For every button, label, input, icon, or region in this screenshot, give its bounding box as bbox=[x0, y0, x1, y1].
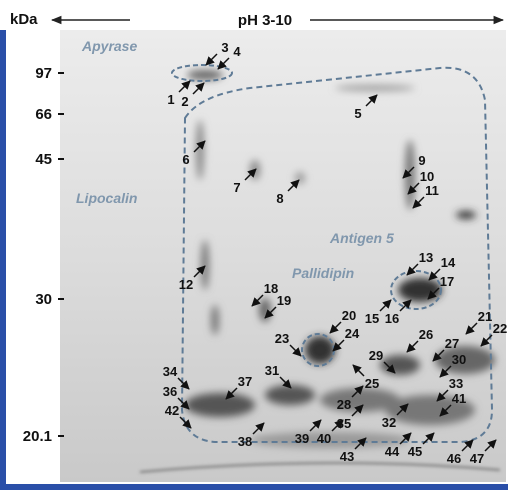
spot-label: 26 bbox=[419, 327, 433, 342]
spot-label: 9 bbox=[418, 153, 425, 168]
marker-label: 66 bbox=[35, 106, 52, 123]
spot-label: 38 bbox=[238, 434, 252, 449]
spot-label: 44 bbox=[385, 444, 400, 459]
spot-label: 13 bbox=[419, 250, 433, 265]
spot-label: 37 bbox=[238, 374, 252, 389]
spot-label: 24 bbox=[345, 326, 360, 341]
spot-label: 16 bbox=[385, 311, 399, 326]
spot-label: 10 bbox=[420, 169, 434, 184]
frame-bottom bbox=[0, 484, 508, 490]
ph-label: pH 3-10 bbox=[238, 12, 292, 29]
spot-label: 46 bbox=[447, 451, 461, 466]
spot-label: 14 bbox=[441, 255, 456, 270]
spot-label: 5 bbox=[354, 106, 361, 121]
unit-label: kDa bbox=[10, 11, 38, 28]
marker-label: 97 bbox=[35, 65, 52, 82]
spot-label: 36 bbox=[163, 384, 177, 399]
region-label: Pallidipin bbox=[292, 265, 354, 281]
spot-label: 30 bbox=[452, 352, 466, 367]
spot-label: 4 bbox=[233, 44, 241, 59]
spot-label: 42 bbox=[165, 403, 179, 418]
region-label: Antigen 5 bbox=[329, 230, 394, 246]
spot-label: 23 bbox=[275, 331, 289, 346]
spot-label: 2 bbox=[181, 94, 188, 109]
spot-label: 7 bbox=[233, 180, 240, 195]
spot-label: 6 bbox=[182, 152, 189, 167]
spot-label: 31 bbox=[265, 363, 279, 378]
spot-label: 11 bbox=[425, 183, 439, 198]
spot-label: 12 bbox=[179, 277, 193, 292]
spot-label: 45 bbox=[408, 444, 422, 459]
spot-label: 25 bbox=[365, 376, 379, 391]
spot-label: 8 bbox=[276, 191, 283, 206]
spot-label: 15 bbox=[365, 311, 379, 326]
marker-label: 20.1 bbox=[23, 428, 52, 445]
spot-label: 17 bbox=[440, 274, 454, 289]
spot-label: 47 bbox=[470, 451, 484, 466]
spot-label: 39 bbox=[295, 431, 309, 446]
spot-label: 40 bbox=[317, 431, 331, 446]
spot-label: 21 bbox=[478, 309, 492, 324]
spot-label: 3 bbox=[221, 40, 228, 55]
frame-left bbox=[0, 30, 6, 490]
spot-label: 19 bbox=[277, 293, 291, 308]
spot-label: 27 bbox=[445, 336, 459, 351]
region-label: Lipocalin bbox=[76, 190, 137, 206]
spot-label: 32 bbox=[382, 415, 396, 430]
spot-label: 41 bbox=[452, 391, 466, 406]
marker-label: 30 bbox=[35, 291, 52, 308]
spot-label: 29 bbox=[369, 348, 383, 363]
spot-label: 33 bbox=[449, 376, 463, 391]
gel-figure: kDa pH 3-10 9766453020.1ApyraseLipocalin… bbox=[0, 0, 508, 490]
spot-label: 22 bbox=[493, 321, 507, 336]
spot-label: 28 bbox=[337, 397, 351, 412]
marker-label: 45 bbox=[35, 151, 52, 168]
spot-label: 1 bbox=[167, 92, 174, 107]
spot-label: 34 bbox=[163, 364, 178, 379]
spot-label: 20 bbox=[342, 308, 356, 323]
region-label: Apyrase bbox=[81, 38, 137, 54]
spot-label: 43 bbox=[340, 449, 354, 464]
